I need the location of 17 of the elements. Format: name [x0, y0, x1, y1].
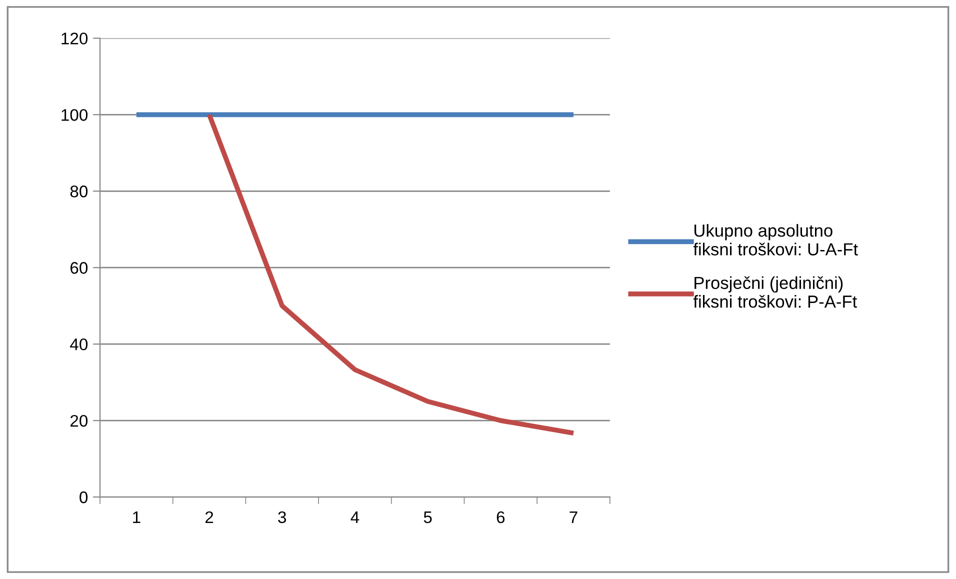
x-tick-label: 3 [278, 511, 286, 524]
x-tick-label: 4 [350, 512, 360, 523]
x-tick-label: 1 [133, 512, 140, 523]
y-tick-label: 0 [80, 491, 88, 504]
line-series [206, 112, 576, 436]
y-tick-label: 120 [62, 32, 88, 44]
x-tick-label: 7 [570, 512, 578, 523]
x-tick-label: 6 [496, 511, 505, 524]
y-tick-label: 60 [70, 262, 88, 274]
y-tick-label: 20 [70, 414, 88, 427]
y-tick-label: 40 [70, 338, 88, 350]
y-tick-label: 80 [70, 186, 88, 198]
legend-label: Ukupno apsolutno fiksni troškovi: U-A-Ft [693, 224, 858, 256]
x-tick-label: 5 [424, 512, 432, 524]
y-tick-label: 100 [62, 109, 88, 121]
x-tick-label: 2 [205, 511, 214, 523]
legend-label: Prosječni (jedinični) fiksni troškovi: P-A-Ft [693, 276, 858, 308]
